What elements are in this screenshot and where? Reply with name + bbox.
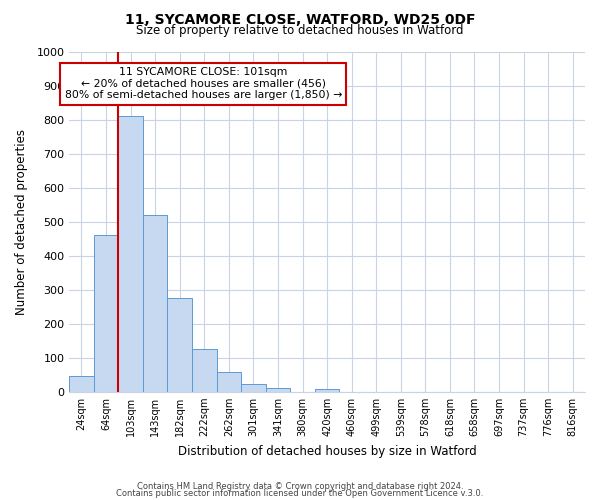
Bar [143,215,167,392]
Bar [241,384,266,392]
Text: Contains public sector information licensed under the Open Government Licence v.: Contains public sector information licen… [116,490,484,498]
Text: Size of property relative to detached houses in Watford: Size of property relative to detached ho… [136,24,464,37]
Bar [266,388,290,392]
Y-axis label: Number of detached properties: Number of detached properties [15,128,28,314]
X-axis label: Distribution of detached houses by size in Watford: Distribution of detached houses by size … [178,444,476,458]
Bar [192,350,217,392]
Bar [94,236,118,392]
Bar [69,376,94,392]
Text: Contains HM Land Registry data © Crown copyright and database right 2024.: Contains HM Land Registry data © Crown c… [137,482,463,491]
Bar [118,116,143,392]
Bar [167,298,192,392]
Bar [315,389,340,392]
Text: 11 SYCAMORE CLOSE: 101sqm
← 20% of detached houses are smaller (456)
80% of semi: 11 SYCAMORE CLOSE: 101sqm ← 20% of detac… [65,67,342,100]
Bar [217,372,241,392]
Text: 11, SYCAMORE CLOSE, WATFORD, WD25 0DF: 11, SYCAMORE CLOSE, WATFORD, WD25 0DF [125,12,475,26]
